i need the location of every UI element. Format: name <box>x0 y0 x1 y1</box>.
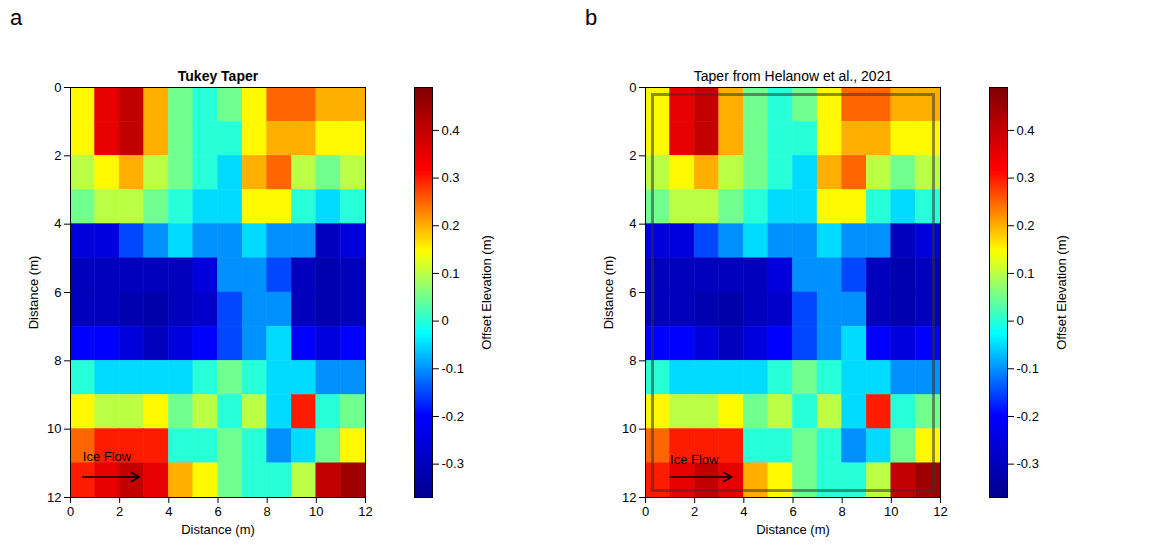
svg-text:2: 2 <box>54 148 61 163</box>
svg-text:8: 8 <box>839 504 846 519</box>
svg-text:6: 6 <box>789 504 796 519</box>
svg-text:Ice Flow: Ice Flow <box>670 452 719 467</box>
svg-text:0.4: 0.4 <box>442 123 460 138</box>
svg-text:0: 0 <box>442 313 449 328</box>
svg-text:12: 12 <box>622 490 636 505</box>
svg-text:6: 6 <box>54 285 61 300</box>
svg-text:12: 12 <box>933 504 947 519</box>
svg-text:0.2: 0.2 <box>1017 218 1035 233</box>
svg-text:8: 8 <box>54 353 61 368</box>
svg-text:4: 4 <box>629 216 636 231</box>
svg-text:-0.2: -0.2 <box>1017 409 1039 424</box>
svg-text:Distance (m): Distance (m) <box>756 522 830 537</box>
svg-text:0: 0 <box>1017 313 1024 328</box>
html-text:b: b <box>585 5 598 30</box>
svg-text:0: 0 <box>54 80 61 95</box>
svg-text:0.3: 0.3 <box>1017 170 1035 185</box>
svg-text:10: 10 <box>622 421 636 436</box>
svg-text:Distance (m): Distance (m) <box>181 522 255 537</box>
svg-text:Ice Flow: Ice Flow <box>83 449 132 464</box>
svg-text:0.1: 0.1 <box>442 266 460 281</box>
svg-text:0: 0 <box>642 504 649 519</box>
svg-text:Distance (m): Distance (m) <box>601 256 616 330</box>
svg-text:-0.1: -0.1 <box>442 361 464 376</box>
svg-text:-0.3: -0.3 <box>1017 456 1039 471</box>
svg-text:6: 6 <box>214 504 221 519</box>
svg-text:10: 10 <box>47 421 61 436</box>
svg-text:0.1: 0.1 <box>1017 266 1035 281</box>
svg-text:0.3: 0.3 <box>442 170 460 185</box>
svg-text:8: 8 <box>629 353 636 368</box>
svg-text:12: 12 <box>47 490 61 505</box>
svg-text:Offset Elevation (m): Offset Elevation (m) <box>479 235 494 350</box>
svg-text:2: 2 <box>691 504 698 519</box>
svg-text:-0.3: -0.3 <box>442 456 464 471</box>
svg-text:2: 2 <box>116 504 123 519</box>
svg-text:-0.1: -0.1 <box>1017 361 1039 376</box>
svg-text:4: 4 <box>54 216 61 231</box>
svg-text:Taper from Helanow et al., 202: Taper from Helanow et al., 2021 <box>694 68 893 84</box>
svg-text:0.4: 0.4 <box>1017 123 1035 138</box>
svg-text:0: 0 <box>67 504 74 519</box>
svg-text:2: 2 <box>629 148 636 163</box>
svg-text:0: 0 <box>629 80 636 95</box>
svg-text:10: 10 <box>884 504 898 519</box>
html-text:a: a <box>10 5 23 30</box>
svg-text:Offset Elevation (m): Offset Elevation (m) <box>1054 235 1069 350</box>
svg-text:Tukey Taper: Tukey Taper <box>178 68 259 84</box>
svg-text:8: 8 <box>264 504 271 519</box>
svg-text:4: 4 <box>740 504 747 519</box>
svg-text:0.2: 0.2 <box>442 218 460 233</box>
svg-text:10: 10 <box>309 504 323 519</box>
svg-text:Distance (m): Distance (m) <box>26 256 41 330</box>
svg-text:-0.2: -0.2 <box>442 409 464 424</box>
svg-text:12: 12 <box>358 504 372 519</box>
svg-text:4: 4 <box>165 504 172 519</box>
svg-text:6: 6 <box>629 285 636 300</box>
